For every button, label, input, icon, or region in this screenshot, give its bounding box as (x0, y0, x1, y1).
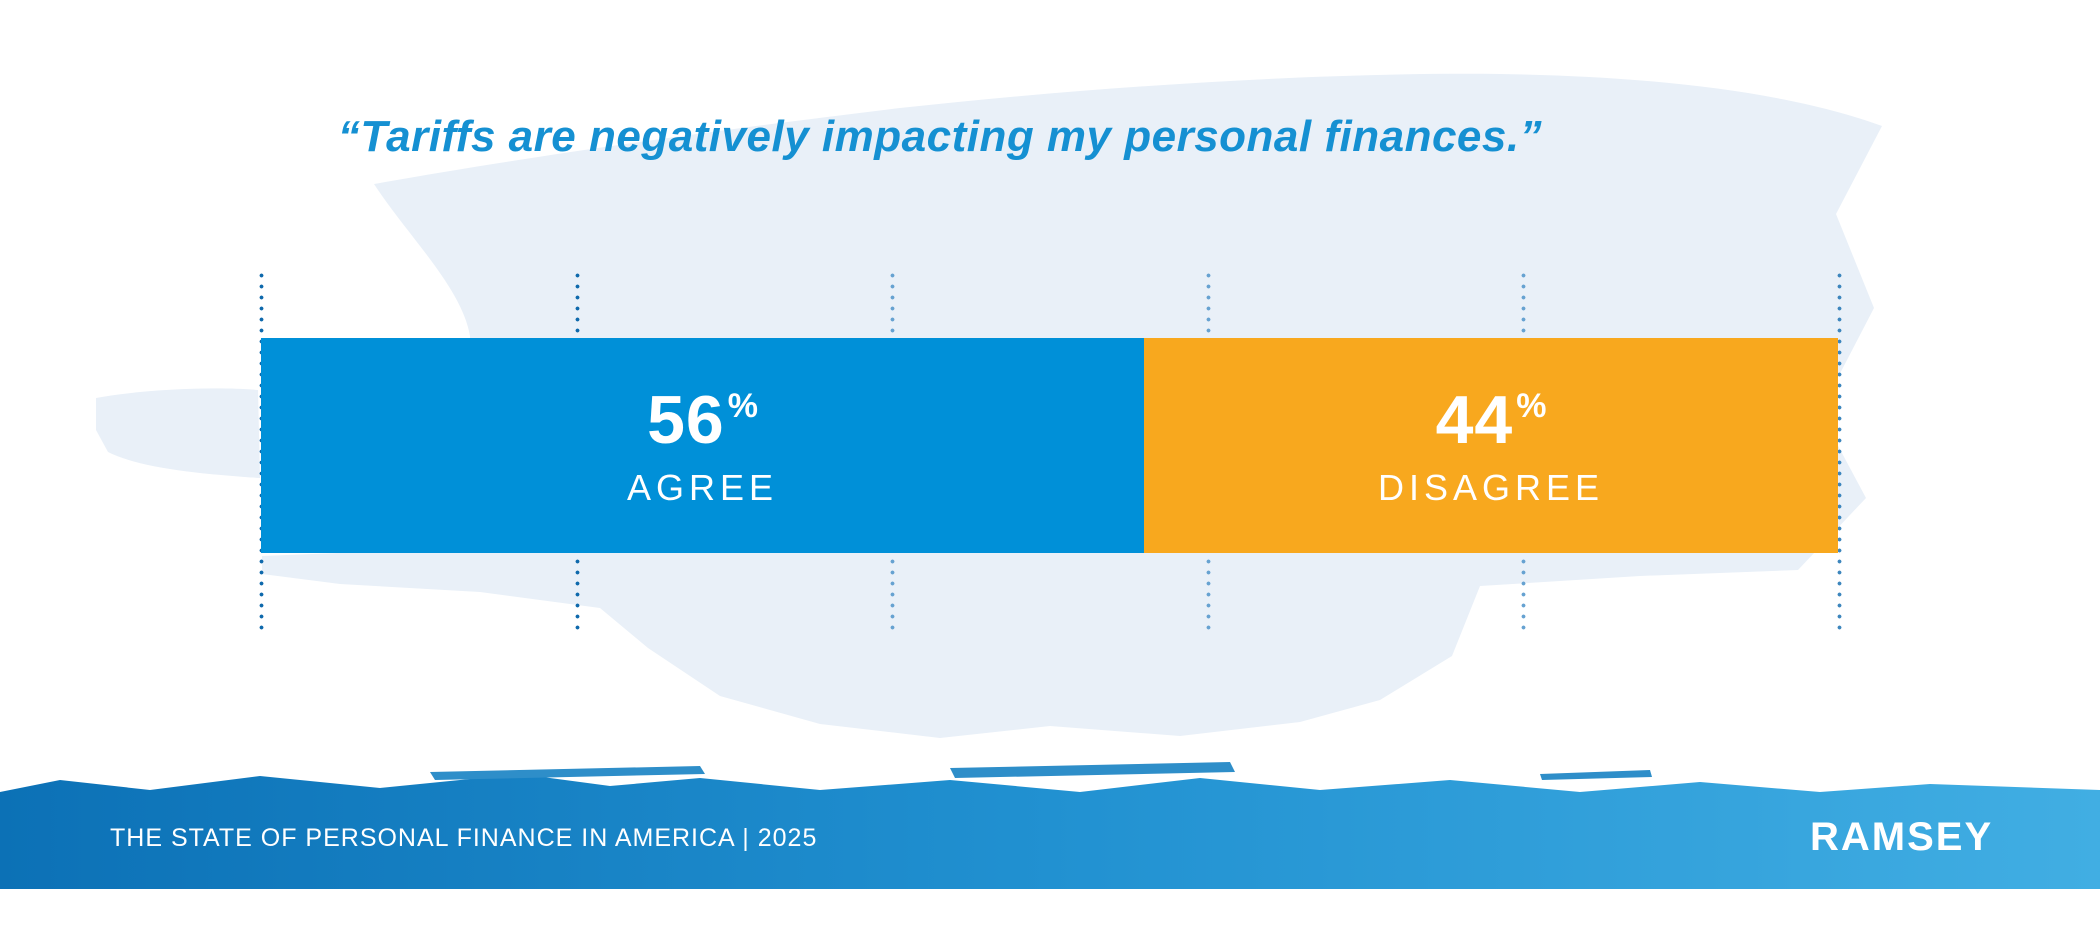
disagree-value-row: 44% (1436, 386, 1547, 454)
bar-segment-disagree: 44% DISAGREE (1144, 338, 1838, 553)
agree-label: AGREE (627, 466, 779, 508)
footer-brush-streak-3 (1540, 770, 1652, 780)
agree-value-row: 56% (647, 386, 758, 454)
bar-segment-agree: 56% AGREE (261, 338, 1145, 553)
footer-brush-streak-1 (430, 766, 705, 780)
ramsey-logo: RAMSEY (1810, 815, 1994, 859)
stacked-bar: 56% AGREE 44% DISAGREE (261, 338, 1838, 553)
chart-title: “Tariffs are negatively impacting my per… (337, 112, 1543, 161)
agree-value: 56 (647, 381, 725, 458)
brush-left-patch (96, 388, 260, 478)
gridline-100pct (1837, 270, 1842, 633)
disagree-value: 44 (1435, 381, 1514, 458)
footer-brush-streak-2 (950, 762, 1235, 778)
disagree-label: DISAGREE (1378, 466, 1605, 508)
disagree-percent-sign: % (1516, 386, 1547, 425)
footer-source-label: THE STATE OF PERSONAL FINANCE IN AMERICA… (110, 824, 818, 852)
agree-percent-sign: % (727, 386, 758, 425)
footer-band-shape (0, 774, 2100, 889)
